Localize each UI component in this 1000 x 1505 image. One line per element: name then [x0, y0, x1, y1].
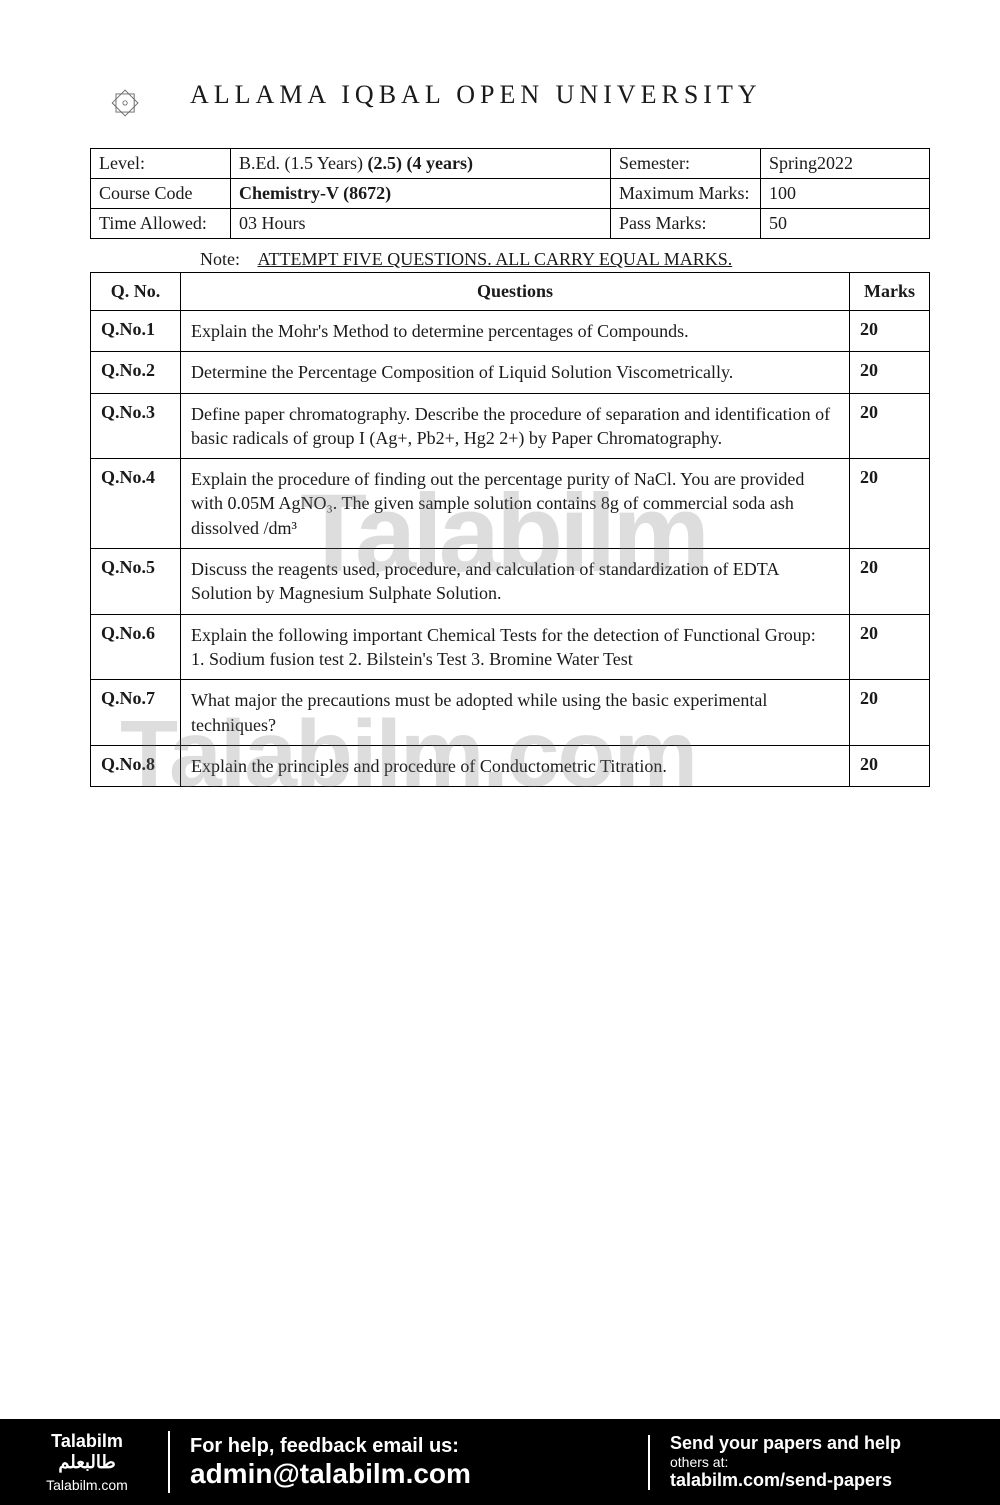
level-cell: B.Ed. (1.5 Years) (2.5) (4 years): [231, 149, 611, 179]
question-number: Q.No.7: [91, 680, 181, 746]
footer-site: Talabilm.com: [20, 1477, 154, 1493]
table-row: Q.No.6Explain the following important Ch…: [91, 614, 930, 680]
passmarks-value: 50: [761, 209, 930, 239]
footer: Talabilm طالبعلم Talabilm.com For help, …: [0, 1419, 1000, 1505]
question-marks: 20: [850, 680, 930, 746]
university-logo-icon: ۞: [90, 60, 160, 130]
question-marks: 20: [850, 459, 930, 549]
questions-table: Q. No. Questions Marks Q.No.1Explain the…: [90, 272, 930, 787]
course-label: Course Code: [91, 179, 231, 209]
question-number: Q.No.4: [91, 459, 181, 549]
passmarks-label: Pass Marks:: [611, 209, 761, 239]
question-number: Q.No.8: [91, 745, 181, 786]
university-name: ALLAMA IQBAL OPEN UNIVERSITY: [190, 80, 762, 110]
footer-brand-arabic: طالبعلم: [20, 1452, 154, 1473]
question-text: Determine the Percentage Composition of …: [181, 352, 850, 393]
maxmarks-value: 100: [761, 179, 930, 209]
question-marks: 20: [850, 614, 930, 680]
question-number: Q.No.1: [91, 311, 181, 352]
level-label: Level:: [91, 149, 231, 179]
question-number: Q.No.5: [91, 549, 181, 615]
semester-value: Spring2022: [761, 149, 930, 179]
question-text: Explain the procedure of finding out the…: [181, 459, 850, 549]
question-text: Explain the Mohr's Method to determine p…: [181, 311, 850, 352]
question-text: Explain the following important Chemical…: [181, 614, 850, 680]
col-question: Questions: [181, 273, 850, 311]
table-row: Q.No.5Discuss the reagents used, procedu…: [91, 549, 930, 615]
note-label: Note:: [200, 249, 240, 269]
table-row: Q.No.7What major the precautions must be…: [91, 680, 930, 746]
footer-send-l1: Send your papers and help: [670, 1433, 980, 1454]
question-marks: 20: [850, 311, 930, 352]
level-value: B.Ed. (1.5 Years): [239, 153, 363, 173]
table-row: Q.No.8Explain the principles and procedu…: [91, 745, 930, 786]
semester-label: Semester:: [611, 149, 761, 179]
level-handwritten: (2.5) (4 years): [368, 153, 473, 173]
footer-send-url: talabilm.com/send-papers: [670, 1470, 980, 1491]
footer-brand: Talabilm: [20, 1431, 154, 1452]
time-value: 03 Hours: [231, 209, 611, 239]
question-text: Explain the principles and procedure of …: [181, 745, 850, 786]
table-row: Q.No.2Determine the Percentage Compositi…: [91, 352, 930, 393]
footer-send-block: Send your papers and help others at: tal…: [650, 1433, 980, 1491]
maxmarks-label: Maximum Marks:: [611, 179, 761, 209]
footer-help-block: For help, feedback email us: admin@talab…: [170, 1435, 650, 1490]
note-text: ATTEMPT FIVE QUESTIONS. ALL CARRY EQUAL …: [258, 249, 733, 269]
question-marks: 20: [850, 393, 930, 459]
question-number: Q.No.6: [91, 614, 181, 680]
header: ۞ ALLAMA IQBAL OPEN UNIVERSITY: [90, 60, 930, 130]
exam-paper-page: ۞ ALLAMA IQBAL OPEN UNIVERSITY Level: B.…: [0, 0, 1000, 787]
footer-help-label: For help, feedback email us:: [190, 1435, 628, 1458]
table-row: Q.No.4Explain the procedure of finding o…: [91, 459, 930, 549]
question-marks: 20: [850, 352, 930, 393]
question-text: Discuss the reagents used, procedure, an…: [181, 549, 850, 615]
col-marks: Marks: [850, 273, 930, 311]
footer-brand-block: Talabilm طالبعلم Talabilm.com: [20, 1431, 170, 1493]
table-row: Q.No.1Explain the Mohr's Method to deter…: [91, 311, 930, 352]
info-table: Level: B.Ed. (1.5 Years) (2.5) (4 years)…: [90, 148, 930, 239]
note: Note: ATTEMPT FIVE QUESTIONS. ALL CARRY …: [200, 249, 930, 270]
question-marks: 20: [850, 549, 930, 615]
footer-help-email: admin@talabilm.com: [190, 1458, 628, 1490]
question-text: Define paper chromatography. Describe th…: [181, 393, 850, 459]
question-marks: 20: [850, 745, 930, 786]
table-row: Q.No.3Define paper chromatography. Descr…: [91, 393, 930, 459]
col-qno: Q. No.: [91, 273, 181, 311]
course-value: Chemistry-V (8672): [231, 179, 611, 209]
question-number: Q.No.2: [91, 352, 181, 393]
time-label: Time Allowed:: [91, 209, 231, 239]
footer-send-l2: others at:: [670, 1454, 980, 1470]
question-text: What major the precautions must be adopt…: [181, 680, 850, 746]
question-number: Q.No.3: [91, 393, 181, 459]
